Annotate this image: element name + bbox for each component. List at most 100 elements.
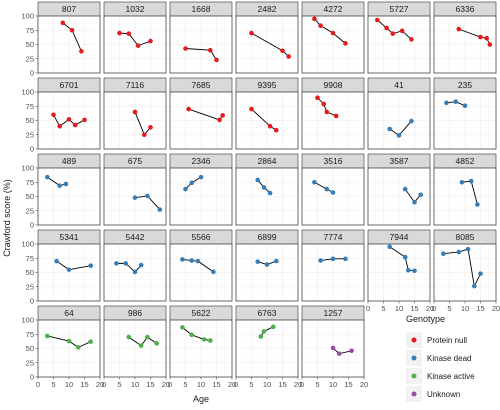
panel-border (367, 167, 431, 226)
data-point (72, 122, 78, 128)
facet-label: 2864 (258, 156, 277, 166)
facet-label: 2482 (258, 4, 277, 14)
legend-swatch (411, 373, 417, 379)
x-tick-label: 15 (344, 380, 352, 389)
legend-label: Protein null (427, 336, 467, 345)
data-point (138, 343, 144, 348)
y-tick-label: 50 (26, 268, 34, 277)
facet-panel: 6701 (37, 77, 101, 150)
facet-panel: 9908 (301, 77, 365, 150)
x-tick-label: 20 (294, 380, 302, 389)
x-tick-label: 15 (80, 380, 88, 389)
data-point (456, 249, 462, 255)
x-tick-label: 5 (183, 380, 187, 389)
legend: Genotype Protein null Kinase dead Kinase a… (406, 314, 475, 402)
facet-label: 7685 (192, 80, 211, 90)
y-tick-label: 25 (26, 358, 34, 367)
facet-label: 1257 (324, 308, 343, 318)
panel-border (367, 91, 431, 150)
y-tick-label: 0 (30, 145, 34, 154)
x-tick-label: 5 (117, 380, 121, 389)
data-point (63, 181, 69, 187)
data-point (76, 345, 81, 350)
x-tick-label: 20 (162, 380, 170, 389)
data-point (255, 259, 260, 264)
facet-label: 4852 (456, 156, 475, 166)
x-tick-label: 20 (360, 380, 368, 389)
data-point (66, 267, 72, 272)
y-tick-label: 50 (26, 116, 34, 125)
data-point (60, 20, 66, 26)
data-point (57, 183, 62, 188)
x-tick-label: 15 (278, 380, 286, 389)
x-tick-label: 10 (461, 304, 469, 313)
x-tick-label: 20 (426, 304, 434, 313)
facet-panel: 64 (37, 305, 101, 378)
data-point (79, 49, 84, 54)
facet-label: 1668 (192, 4, 211, 14)
data-point (201, 337, 207, 342)
data-point (396, 133, 402, 138)
data-point (487, 42, 493, 47)
data-point (157, 207, 163, 212)
data-point (412, 268, 417, 274)
data-point (208, 47, 213, 53)
x-tick-label: 5 (447, 304, 451, 313)
legend-label: Kinase active (427, 372, 475, 381)
data-point (409, 37, 414, 42)
data-point (180, 325, 185, 330)
data-point (406, 267, 411, 273)
facet-panel: 7774 (301, 229, 365, 302)
panel-border (169, 91, 233, 150)
y-tick-label: 0 (30, 69, 34, 78)
facet-panel: 2864 (235, 153, 299, 226)
x-tick-label: 0 (102, 380, 106, 389)
facet-label: 3516 (324, 156, 343, 166)
x-axis-title: Age (193, 394, 209, 404)
data-point (274, 127, 279, 133)
data-point (330, 190, 336, 195)
series-line (458, 28, 491, 45)
data-point (208, 338, 213, 343)
data-point (286, 54, 292, 59)
data-point (249, 30, 254, 36)
x-tick-label: 5 (249, 380, 253, 389)
data-point (274, 258, 279, 264)
data-point (478, 34, 483, 40)
panel-border (235, 91, 299, 150)
data-point (399, 28, 405, 34)
x-tick-label: 20 (492, 304, 500, 313)
panel-border (169, 167, 233, 226)
data-point (465, 246, 471, 252)
facet-label: 5442 (126, 232, 145, 242)
facet-panel: 1668 (169, 1, 233, 74)
data-point (114, 261, 119, 266)
data-point (82, 117, 87, 123)
facet-panel: 7685 (169, 77, 233, 150)
data-point (123, 261, 128, 266)
facet-panel: 7116 (103, 77, 167, 150)
y-tick-label: 25 (26, 130, 34, 139)
x-tick-label: 0 (300, 380, 304, 389)
y-tick-label: 75 (26, 254, 34, 263)
facet-panel: 4852 (433, 153, 497, 226)
facet-label: 64 (64, 308, 74, 318)
data-point (330, 256, 336, 262)
legend-swatch (411, 391, 417, 397)
data-point (249, 106, 254, 112)
facet-label: 8085 (456, 232, 475, 242)
x-tick-label: 10 (131, 380, 139, 389)
series-line (47, 335, 91, 348)
data-point (315, 95, 320, 100)
x-tick-label: 10 (329, 380, 337, 389)
facet-panel: 2482 (235, 1, 299, 74)
facet-label: 5622 (192, 308, 211, 318)
facet-panel: 5341 (37, 229, 101, 302)
data-point (183, 186, 188, 192)
facet-panel: 41 (367, 77, 431, 150)
data-point (45, 174, 50, 180)
y-tick-label: 75 (26, 178, 34, 187)
facet-label: 235 (458, 80, 472, 90)
x-tick-label: 0 (234, 380, 238, 389)
panel-border (235, 15, 299, 74)
